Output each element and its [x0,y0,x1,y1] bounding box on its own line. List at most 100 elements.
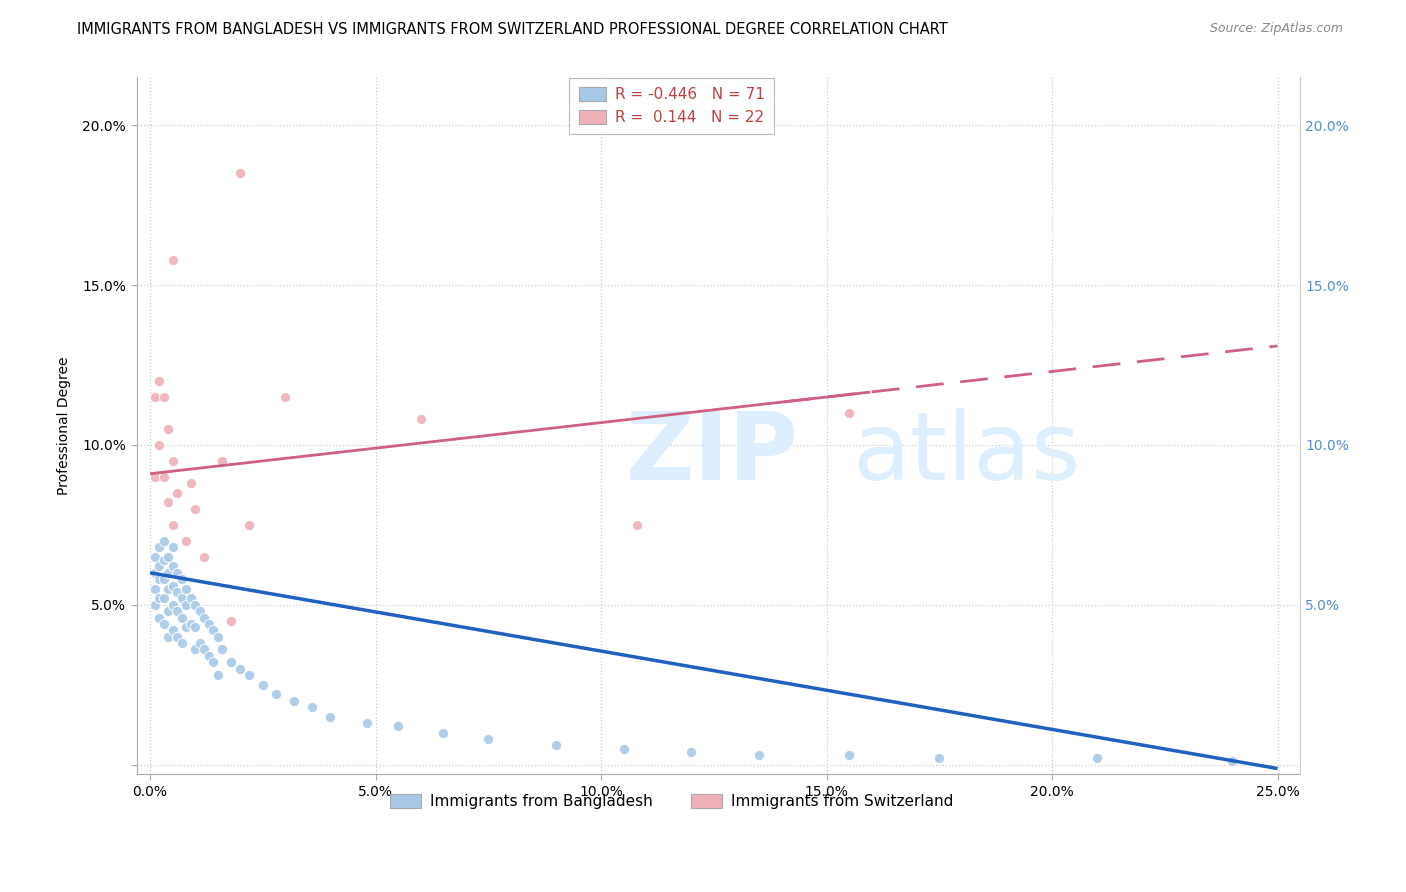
Point [157,582,180,596]
Point [143,598,166,612]
Point [477,731,499,746]
Point [148,572,170,586]
Point [166,604,188,618]
Point [626,517,648,532]
Point [148,374,170,388]
Point [409,412,432,426]
Point [143,549,166,564]
Point [170,572,193,586]
Point [143,582,166,596]
Point [432,725,454,739]
Point [184,598,207,612]
Point [148,438,170,452]
Point [283,693,305,707]
Point [180,616,202,631]
Text: atlas: atlas [852,408,1080,500]
Point [229,166,252,180]
Point [152,390,174,404]
Point [148,591,170,606]
Point [162,252,184,267]
Text: IMMIGRANTS FROM BANGLADESH VS IMMIGRANTS FROM SWITZERLAND PROFESSIONAL DEGREE CO: IMMIGRANTS FROM BANGLADESH VS IMMIGRANTS… [77,22,948,37]
Point [197,648,219,663]
Point [207,630,229,644]
Point [152,470,174,484]
Point [157,495,180,509]
Point [166,630,188,644]
Point [928,751,950,765]
Point [166,566,188,580]
Point [148,540,170,554]
Point [207,668,229,682]
Point [157,549,180,564]
Text: ZIP: ZIP [626,408,799,500]
Point [162,578,184,592]
Point [143,390,166,404]
Point [1085,751,1108,765]
Point [152,533,174,548]
Point [162,517,184,532]
Point [202,624,225,638]
Point [152,572,174,586]
Point [157,630,180,644]
Point [170,636,193,650]
Point [211,454,233,468]
Point [197,616,219,631]
Point [157,566,180,580]
Point [238,668,260,682]
Point [681,745,703,759]
Point [174,533,197,548]
Point [170,591,193,606]
Point [152,553,174,567]
Point [152,591,174,606]
Point [319,709,342,723]
Point [193,549,215,564]
Point [188,604,211,618]
Point [174,620,197,634]
Point [180,591,202,606]
Y-axis label: Professional Degree: Professional Degree [58,357,72,495]
Point [748,747,770,762]
Point [162,454,184,468]
Point [252,678,274,692]
Point [301,700,323,714]
Point [838,747,860,762]
Point [184,501,207,516]
Point [356,716,378,731]
Text: Source: ZipAtlas.com: Source: ZipAtlas.com [1209,22,1343,36]
Point [170,610,193,624]
Point [274,390,297,404]
Point [166,585,188,599]
Point [1222,755,1244,769]
Point [193,642,215,657]
Point [162,559,184,574]
Point [148,559,170,574]
Point [180,476,202,491]
Point [238,517,260,532]
Point [143,470,166,484]
Point [193,610,215,624]
Point [174,582,197,596]
Point [184,642,207,657]
Point [219,655,242,669]
Point [266,687,288,701]
Point [162,540,184,554]
Point [143,566,166,580]
Point [202,655,225,669]
Point [184,620,207,634]
Point [219,614,242,628]
Point [162,598,184,612]
Point [188,636,211,650]
Point [148,610,170,624]
Legend: Immigrants from Bangladesh, Immigrants from Switzerland: Immigrants from Bangladesh, Immigrants f… [384,788,959,815]
Point [387,719,409,733]
Point [544,739,567,753]
Point [166,486,188,500]
Point [613,741,636,756]
Point [211,642,233,657]
Point [152,616,174,631]
Point [157,604,180,618]
Point [229,662,252,676]
Point [838,406,860,420]
Point [157,422,180,436]
Point [162,624,184,638]
